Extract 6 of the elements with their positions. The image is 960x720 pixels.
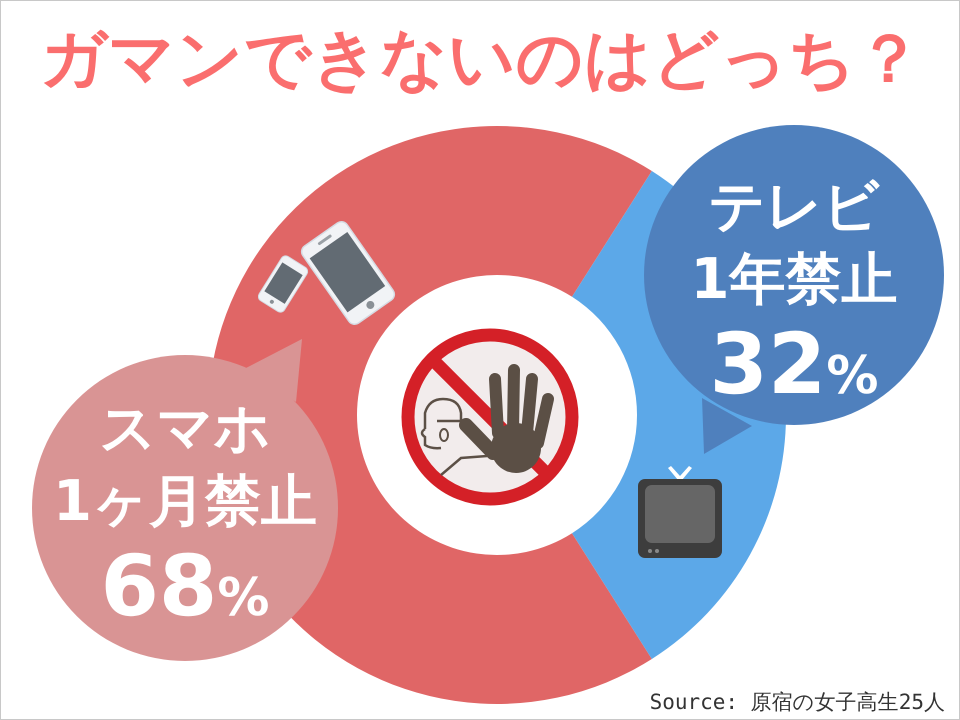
- source-note: Source: 原宿の女子高生25人: [650, 689, 945, 715]
- chart-title: ガマンできないのはどっち？: [39, 19, 923, 99]
- data-label: 68%: [100, 537, 270, 635]
- slice-label: スマホ 1ヶ月禁止: [53, 396, 317, 534]
- data-label: 32%: [709, 315, 879, 413]
- slice-label: テレビ 1年禁止: [690, 174, 898, 312]
